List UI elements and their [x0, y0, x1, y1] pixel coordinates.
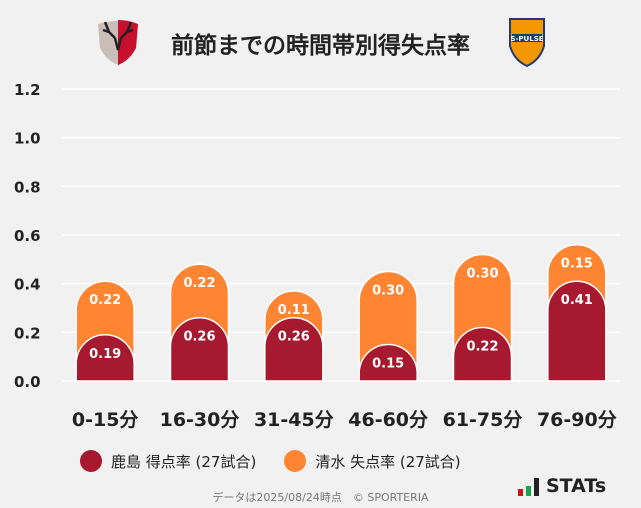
x-tick-label: 16-30分: [160, 409, 240, 431]
data-label-kashima: 0.26: [183, 330, 215, 345]
legend-label-shimizu: 清水 失点率 (27試合): [315, 452, 461, 471]
y-tick-label: 0.4: [14, 276, 41, 294]
chart-title: 前節までの時間帯別得失点率: [171, 33, 470, 59]
y-tick-label: 1.0: [14, 130, 41, 148]
stats-bar-icon: [534, 478, 539, 496]
data-label-kashima: 0.26: [278, 330, 310, 345]
bar-kashima: [75, 334, 135, 382]
data-label-shimizu: 0.22: [183, 276, 215, 291]
stats-logo: STATs: [518, 477, 606, 496]
stats-bar-icon: [518, 489, 523, 496]
legend-swatch-kashima: [80, 450, 102, 472]
y-tick-label: 1.2: [14, 81, 41, 99]
data-label-shimizu: 0.30: [372, 284, 404, 299]
bar-chart: 0.0 0.2 0.4 0.6 0.8 1.0 1.2 0.22 0.19 0-15分 0.22 0.…: [14, 81, 620, 431]
data-label-shimizu: 0.11: [278, 303, 310, 318]
x-tick-label: 76-90分: [537, 409, 617, 431]
legend-label-kashima: 鹿島 得点率 (27試合): [111, 452, 257, 471]
legend-swatch-shimizu: [284, 450, 307, 472]
data-label-kashima: 0.41: [561, 293, 593, 308]
legend-item-kashima: 鹿島 得点率 (27試合): [80, 450, 256, 472]
legend-item-shimizu: 清水 失点率 (27試合): [284, 450, 461, 472]
s-pulse-logo-text: S-PULSE: [510, 35, 543, 43]
y-tick-label: 0.8: [14, 178, 41, 196]
x-tick-label: 31-45分: [254, 409, 334, 431]
x-tick-label: 46-60分: [348, 409, 428, 431]
bar-kashima: [547, 280, 607, 382]
bar-kashima: [169, 317, 230, 382]
data-label-kashima: 0.15: [372, 357, 404, 372]
data-label-shimizu: 0.30: [466, 266, 498, 281]
s-pulse-logo: S-PULSE: [509, 18, 545, 68]
bar-kashima: [358, 343, 418, 382]
footer-note: データは2025/08/24時点 © SPORTERIA: [212, 491, 429, 504]
kashima-logo: [98, 20, 138, 65]
y-tick-label: 0.2: [14, 324, 41, 342]
x-tick-label: 61-75分: [443, 409, 523, 431]
stats-bar-icon: [526, 486, 531, 496]
y-tick-label: 0.6: [14, 227, 41, 245]
bar-kashima: [452, 326, 513, 382]
bar-kashima: [264, 317, 324, 382]
data-label-shimizu: 0.15: [561, 257, 593, 272]
data-label-kashima: 0.22: [466, 339, 498, 354]
legend: 鹿島 得点率 (27試合) 清水 失点率 (27試合): [80, 450, 461, 472]
y-tick-label: 0.0: [14, 373, 41, 391]
data-label-kashima: 0.19: [89, 347, 121, 362]
stats-brand-text: STATs: [546, 475, 607, 497]
x-tick-label: 0-15分: [72, 409, 139, 431]
data-label-shimizu: 0.22: [89, 293, 121, 308]
